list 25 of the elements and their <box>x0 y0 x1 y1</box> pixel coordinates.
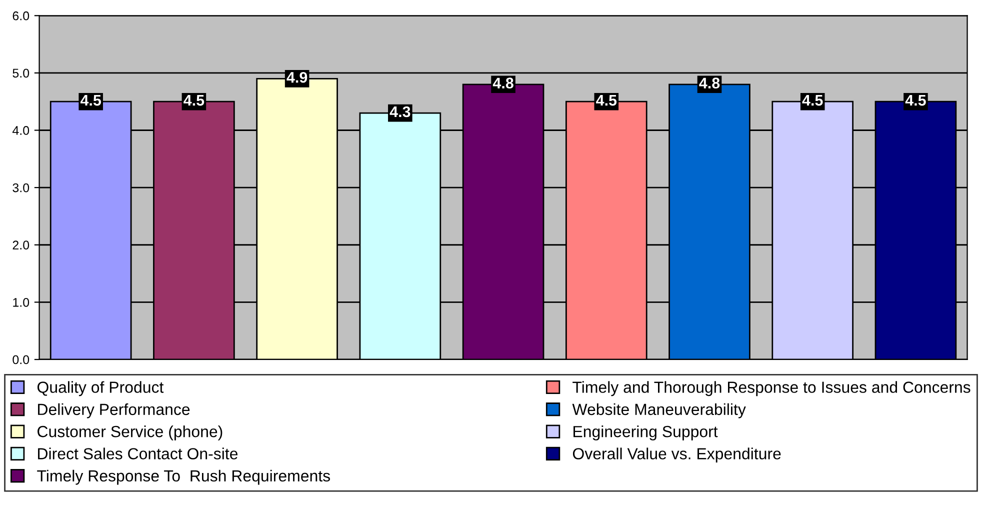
legend-label: Engineering Support <box>574 426 718 440</box>
y-tick-label: 3.0 <box>12 183 30 192</box>
data-label: 4.3 <box>390 106 410 118</box>
y-tick-label: 1.0 <box>13 298 30 307</box>
legend-label: Customer Service (phone) <box>38 426 222 440</box>
y-tick-label: 2.0 <box>12 240 30 250</box>
y-tick-label: 6.0 <box>12 11 30 20</box>
data-label: 4.5 <box>184 95 204 106</box>
y-tick-label: 0.0 <box>12 355 30 364</box>
y-tick-label: 4.0 <box>12 126 30 135</box>
legend-label: Timely Response To Rush Requirements <box>37 470 330 485</box>
data-label: 4.8 <box>492 78 514 89</box>
y-tick-label: 5.0 <box>12 68 30 78</box>
legend-label: Direct Sales Contact On-site <box>38 448 238 460</box>
data-label: 4.9 <box>286 72 308 83</box>
legend-label: Website Maneuverability <box>572 403 746 418</box>
legend-label: Quality of Product <box>37 381 164 396</box>
legend-label: Overall Value vs. Expenditure <box>572 448 781 463</box>
legend-label: Delivery Performance <box>38 403 190 418</box>
data-label: 4.8 <box>699 78 720 89</box>
legend-label: Timely and Thorough Response to Issues and Concerns <box>572 381 970 396</box>
data-label: 4.5 <box>905 95 926 106</box>
data-label: 4.5 <box>80 95 102 106</box>
data-label: 4.5 <box>596 95 617 106</box>
data-label: 4.5 <box>802 95 823 106</box>
